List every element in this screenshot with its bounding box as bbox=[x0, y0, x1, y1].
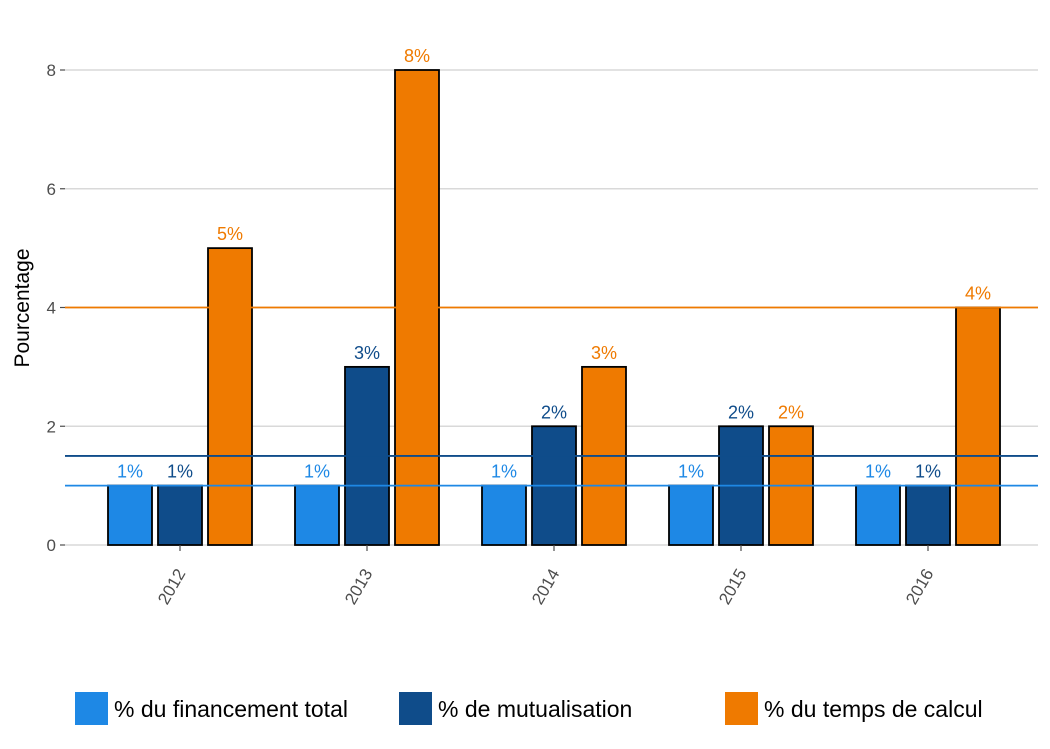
bar-label: 2% bbox=[541, 402, 567, 422]
y-tick-label: 8 bbox=[47, 61, 56, 80]
legend-item: % du financement total bbox=[75, 692, 348, 725]
bar bbox=[481, 484, 527, 546]
y-axis-title: Pourcentage bbox=[11, 248, 34, 367]
y-tick-label: 2 bbox=[47, 417, 56, 436]
legend-swatch bbox=[725, 692, 758, 725]
bar-label: 2% bbox=[728, 402, 754, 422]
bar bbox=[157, 484, 203, 546]
legend-label: % du temps de calcul bbox=[764, 696, 983, 722]
bar-label: 4% bbox=[965, 284, 991, 304]
bar-label: 1% bbox=[167, 462, 193, 482]
x-tick-label: 2013 bbox=[341, 566, 376, 608]
bar-label: 1% bbox=[865, 462, 891, 482]
bar bbox=[107, 484, 153, 546]
legend-item: % du temps de calcul bbox=[725, 692, 983, 725]
bar-label: 1% bbox=[491, 462, 517, 482]
bar bbox=[294, 484, 340, 546]
bar-label: 1% bbox=[915, 462, 941, 482]
y-tick-label: 6 bbox=[47, 180, 56, 199]
y-axis: 0 2 4 6 8 bbox=[47, 61, 65, 555]
bar-label: 2% bbox=[778, 402, 804, 422]
reference-lines bbox=[65, 306, 1038, 487]
bar bbox=[855, 484, 901, 546]
x-tick-label: 2016 bbox=[902, 566, 937, 608]
bar bbox=[905, 484, 951, 546]
legend-swatch bbox=[399, 692, 432, 725]
bar-label: 1% bbox=[117, 462, 143, 482]
legend-item: % de mutualisation bbox=[399, 692, 632, 725]
x-tick-label: 2015 bbox=[715, 566, 750, 608]
bar bbox=[207, 247, 253, 546]
legend-swatch bbox=[75, 692, 108, 725]
bar-label: 1% bbox=[678, 462, 704, 482]
y-tick-label: 0 bbox=[47, 536, 56, 555]
x-axis: 2012 2013 2014 2015 2016 bbox=[154, 545, 937, 608]
x-tick-label: 2014 bbox=[528, 566, 563, 608]
y-tick-label: 4 bbox=[47, 299, 56, 318]
legend-label: % de mutualisation bbox=[438, 696, 632, 722]
bar-labels: 1% 1% 5% 1% 3% 8% 1% 2% 3% 1% 2% 2% 1% 1% 4% bbox=[117, 46, 991, 482]
bar-label: 1% bbox=[304, 462, 330, 482]
bar-label: 3% bbox=[354, 343, 380, 363]
bar bbox=[955, 306, 1001, 546]
bar-label: 3% bbox=[591, 343, 617, 363]
legend-label: % du financement total bbox=[114, 696, 348, 722]
bar-label: 5% bbox=[217, 224, 243, 244]
bar-label: 8% bbox=[404, 46, 430, 66]
bar bbox=[668, 484, 714, 546]
legend: % du financement total % de mutualisation… bbox=[75, 692, 983, 725]
x-tick-label: 2012 bbox=[154, 566, 189, 608]
